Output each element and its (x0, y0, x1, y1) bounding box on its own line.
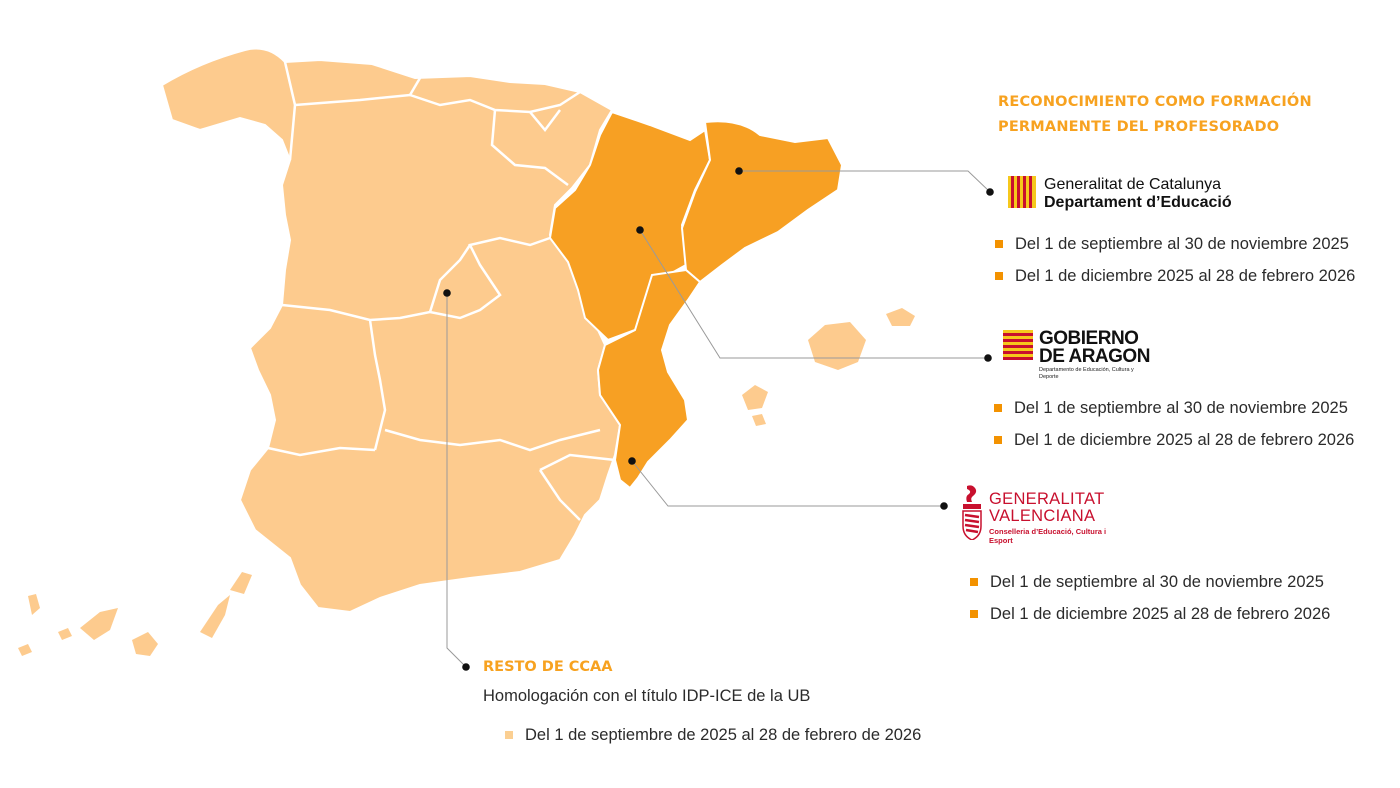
leader-line-catalunya (739, 170, 991, 193)
valencia-dates: Del 1 de septiembre al 30 de noviembre 2… (970, 566, 1330, 630)
date-item: Del 1 de diciembre 2025 al 28 de febrero… (970, 598, 1330, 630)
resto-title: RESTO DE CCAA (483, 659, 613, 675)
catalunya-logo-line-1: Generalitat de Catalunya (1044, 176, 1221, 193)
leader-line-valencia (631, 460, 944, 507)
catalunya-dates: Del 1 de septiembre al 30 de noviembre 2… (995, 228, 1355, 292)
region-canarias-fuerteventura (200, 595, 230, 638)
date-text: Del 1 de septiembre de 2025 al 28 de feb… (525, 726, 922, 744)
leader-line-resto (446, 293, 467, 668)
bullet-square (994, 436, 1002, 444)
date-item: Del 1 de septiembre al 30 de noviembre 2… (994, 392, 1354, 424)
resto-description: Homologación con el título IDP-ICE de la… (483, 687, 811, 705)
valencia-logo-subtitle: Conselleria d’Educació, Cultura i Esport (989, 527, 1107, 545)
catalunya-logo-line-2: Departament d’Educació (1044, 194, 1232, 211)
date-item: Del 1 de septiembre de 2025 al 28 de feb… (505, 719, 921, 751)
resto-dates: Del 1 de septiembre de 2025 al 28 de feb… (505, 719, 921, 751)
region-canarias-hierro (18, 644, 32, 656)
region-rest-of-spain (160, 47, 622, 614)
senyera-icon (1008, 176, 1036, 208)
region-borders (267, 61, 616, 521)
marker-catalunya-label (986, 188, 994, 196)
region-formentera (752, 414, 766, 426)
bullet-square (995, 240, 1003, 248)
marker-valencia-label (940, 502, 948, 510)
region-mallorca (808, 322, 866, 370)
heading: RECONOCIMIENTO COMO FORMACIÓN PERMANENTE… (998, 90, 1378, 140)
date-text: Del 1 de septiembre al 30 de noviembre 2… (990, 573, 1324, 591)
date-text: Del 1 de septiembre al 30 de noviembre 2… (1014, 399, 1348, 417)
aragon-flag-icon (1003, 330, 1033, 360)
date-text: Del 1 de diciembre 2025 al 28 de febrero… (1014, 431, 1355, 449)
map-markers (443, 167, 994, 671)
date-item: Del 1 de septiembre al 30 de noviembre 2… (970, 566, 1330, 598)
leader-lines (446, 170, 991, 668)
heading-line-1: RECONOCIMIENTO COMO FORMACIÓN (998, 94, 1312, 110)
date-item: Del 1 de diciembre 2025 al 28 de febrero… (994, 424, 1354, 456)
region-canarias-grancanaria (132, 632, 158, 656)
region-valencia (596, 268, 702, 490)
marker-valencia (628, 457, 636, 465)
valencia-logo-line-2: VALENCIANA (989, 507, 1096, 525)
aragon-logo-line-1: GOBIERNO (1039, 328, 1139, 349)
region-menorca (886, 308, 915, 326)
region-canarias-lapalma (28, 594, 40, 615)
bullet-square (970, 578, 978, 586)
date-item: Del 1 de diciembre 2025 al 28 de febrero… (995, 260, 1355, 292)
region-canarias-gomera (58, 628, 72, 640)
aragon-logo: GOBIERNO DE ARAGON Departamento de Educa… (1003, 328, 1203, 380)
region-canarias-lanzarote (230, 572, 252, 594)
bullet-square (994, 404, 1002, 412)
marker-aragon-label (984, 354, 992, 362)
aragon-logo-subtitle: Departamento de Educación, Cultura y Dep… (1039, 367, 1134, 380)
valencia-crest-icon (962, 485, 982, 540)
bullet-square (505, 731, 513, 739)
date-text: Del 1 de diciembre 2025 al 28 de febrero… (990, 605, 1331, 623)
bullet-square (970, 610, 978, 618)
valencia-logo: GENERALITAT VALENCIANA Conselleria d’Edu… (961, 484, 1161, 545)
aragon-dates: Del 1 de septiembre al 30 de noviembre 2… (994, 392, 1354, 456)
marker-madrid (443, 289, 451, 297)
marker-catalunya (735, 167, 743, 175)
marker-resto-label (462, 663, 470, 671)
date-item: Del 1 de septiembre al 30 de noviembre 2… (995, 228, 1355, 260)
aragon-logo-line-2: DE ARAGON (1039, 346, 1150, 367)
marker-aragon (636, 226, 644, 234)
valencia-logo-line-1: GENERALITAT (989, 490, 1105, 508)
heading-line-2: PERMANENTE DEL PROFESORADO (998, 119, 1280, 135)
leader-line-aragon (639, 229, 988, 359)
catalunya-logo: Generalitat de Catalunya Departament d’E… (1008, 176, 1268, 216)
bullet-square (995, 272, 1003, 280)
region-ibiza (742, 385, 768, 410)
region-canarias-tenerife (80, 608, 118, 640)
date-text: Del 1 de septiembre al 30 de noviembre 2… (1015, 235, 1349, 253)
date-text: Del 1 de diciembre 2025 al 28 de febrero… (1015, 267, 1356, 285)
